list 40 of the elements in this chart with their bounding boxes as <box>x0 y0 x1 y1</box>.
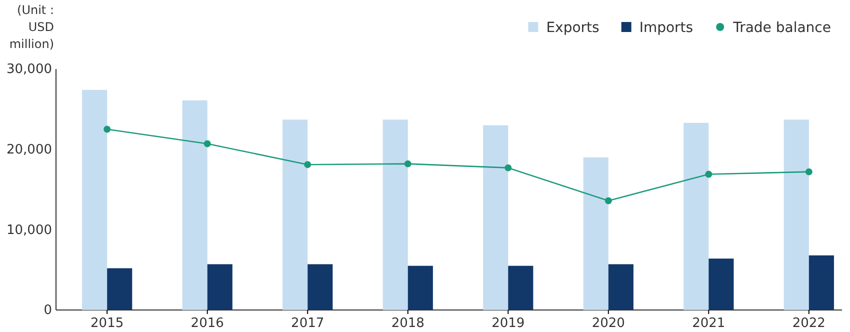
bar <box>308 264 333 310</box>
bar <box>708 258 734 310</box>
x-tick-label: 2017 <box>291 316 324 332</box>
x-tick-label: 2018 <box>391 316 424 332</box>
y-tick-label: 30,000 <box>6 62 52 78</box>
bar <box>508 266 534 310</box>
point <box>504 164 512 172</box>
bar <box>784 120 809 310</box>
point <box>805 168 812 176</box>
bar <box>408 266 433 310</box>
bar <box>483 125 508 310</box>
point <box>404 160 412 168</box>
bar <box>684 122 709 310</box>
bar <box>583 157 608 310</box>
bar <box>808 255 834 310</box>
bar <box>182 100 208 310</box>
bar <box>608 264 634 310</box>
bar <box>282 120 308 310</box>
x-tick-label: 2015 <box>90 316 124 332</box>
x-tick-label: 2022 <box>792 316 826 332</box>
bar <box>382 120 408 310</box>
legend-label: Trade balance <box>732 20 831 36</box>
bar <box>107 268 132 310</box>
x-tick-label: 2020 <box>592 316 625 332</box>
point <box>705 170 712 178</box>
y-tick-label: 20,000 <box>6 142 52 158</box>
bar <box>82 90 108 310</box>
y-tick-label: 10,000 <box>6 222 52 238</box>
bar <box>207 264 232 310</box>
x-tick-label: 2019 <box>492 316 525 332</box>
point <box>304 161 312 168</box>
legend-label: Exports <box>546 20 600 36</box>
x-tick-label: 2016 <box>190 316 224 332</box>
point <box>604 197 612 204</box>
x-tick-label: 2021 <box>692 316 726 332</box>
y-axis-title: (Unit : USD million) <box>9 3 54 51</box>
y-tick-label: 0 <box>44 303 52 318</box>
point <box>104 126 111 133</box>
legend-label: Imports <box>639 20 694 36</box>
point <box>204 140 211 148</box>
